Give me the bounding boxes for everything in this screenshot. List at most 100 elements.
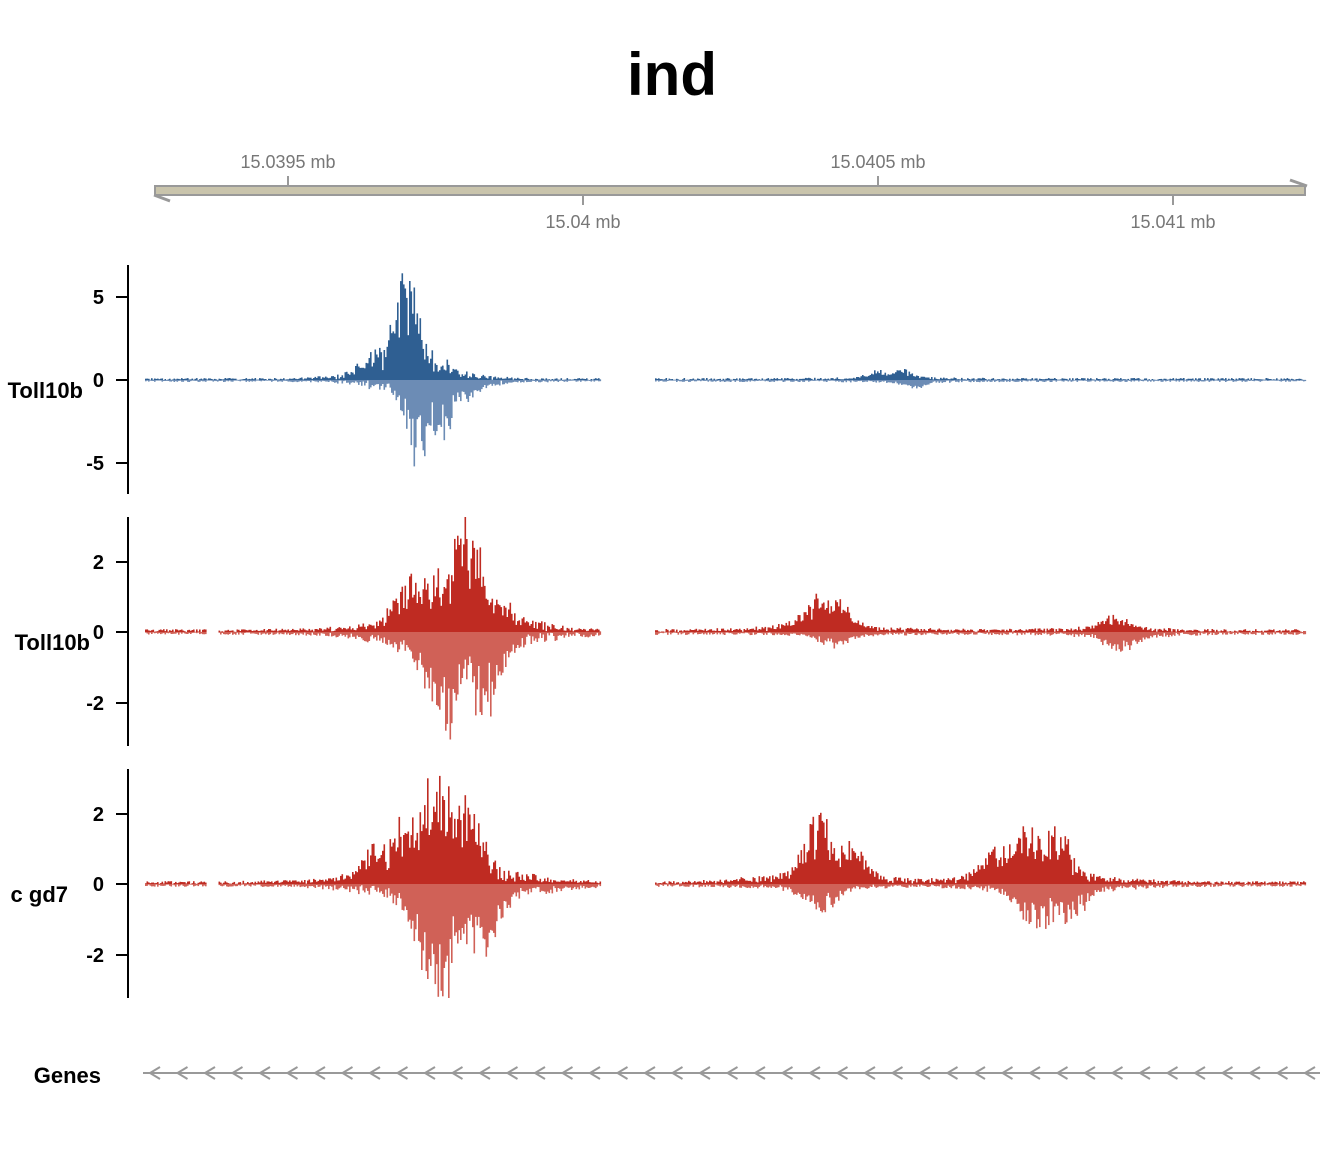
track3-pos-bar-360 — [751, 881, 753, 884]
track2-neg-bar-334 — [712, 632, 714, 635]
track3-pos-bar-311 — [677, 882, 680, 884]
track3-neg-bar-74 — [268, 884, 270, 887]
track1-pos-bar-535 — [1001, 378, 1004, 380]
track1-pos-bar-157 — [380, 352, 383, 380]
track3-neg-bar-527 — [1001, 884, 1004, 889]
track3-neg-bar-136 — [361, 884, 363, 886]
track1-neg-bar-233 — [494, 380, 497, 386]
track1-neg-bar-712 — [1267, 380, 1269, 381]
track1-pos-bar-99 — [293, 378, 296, 380]
track3-neg-bar-115 — [329, 884, 332, 886]
track3-neg-bar-49 — [230, 884, 233, 887]
track2-neg-bar-623 — [1145, 632, 1148, 638]
track3-pos-bar-662 — [1204, 881, 1206, 884]
track1-pos-bar-354 — [730, 379, 732, 381]
track3-pos-bar-328 — [703, 880, 705, 884]
track2-neg-bar-645 — [1178, 632, 1181, 636]
track2-neg-bar-339 — [719, 632, 722, 635]
track1-pos-bar-441 — [860, 376, 863, 380]
track1-pos-bar-563 — [1043, 379, 1046, 380]
track3-neg-bar-293 — [596, 884, 599, 887]
track1-pos-bar-379 — [767, 378, 770, 380]
track2-neg-bar-217 — [482, 632, 485, 689]
track3-neg-bar-408 — [823, 884, 825, 911]
track1-pos-bar-169 — [398, 337, 401, 380]
track3-pos-bar-331 — [707, 882, 710, 884]
track3-neg-bar-62 — [250, 884, 252, 887]
track3-pos-bar-323 — [695, 882, 698, 884]
track2-pos-bar-472 — [919, 631, 921, 632]
track3-pos-bar-408 — [823, 822, 825, 884]
track3-neg-bar-137 — [362, 884, 365, 891]
track2-pos-bar-342 — [724, 630, 726, 632]
track3-pos-bar-644 — [1177, 881, 1179, 884]
track2-pos-bar-516 — [985, 631, 987, 632]
track3-neg-bar-691 — [1247, 884, 1250, 886]
track3-neg-bar-43 — [221, 884, 224, 887]
track2-neg-bar-465 — [908, 632, 911, 634]
track3-neg-bar-462 — [904, 884, 906, 887]
track2-neg-bar-94 — [298, 632, 300, 636]
track3-pos-bar-599 — [1109, 877, 1112, 884]
track1-pos-bar-286 — [574, 378, 576, 380]
track2-pos-bar-536 — [1015, 630, 1017, 632]
track1-pos-bar-186 — [424, 359, 426, 380]
track2-pos-bar-434 — [862, 622, 864, 632]
track2-neg-bar-405 — [818, 632, 821, 637]
track2-pos-bar-466 — [910, 627, 912, 632]
track2-pos-bar-635 — [1163, 628, 1166, 632]
track2-neg-bar-93 — [296, 632, 299, 634]
track3-pos-bar-203 — [461, 847, 464, 884]
track2-pos-bar-21 — [176, 629, 179, 632]
track3-neg-bar-94 — [298, 884, 300, 886]
track2-pos-bar-578 — [1078, 626, 1080, 632]
track2-neg-bar-227 — [497, 632, 500, 676]
track2-neg-bar-636 — [1165, 632, 1167, 637]
track2-pos-bar-114 — [328, 628, 330, 632]
track1-neg-bar-411 — [815, 380, 818, 381]
track3-pos-bar-192 — [445, 836, 447, 884]
track2-neg-bar-8 — [157, 632, 159, 634]
track3-pos-bar-176 — [421, 831, 423, 884]
track3-pos-bar-685 — [1238, 881, 1241, 884]
track1-pos-bar-515 — [971, 378, 974, 380]
track2-neg-bar-402 — [814, 632, 816, 638]
track2-pos-bar-282 — [580, 629, 582, 632]
track3-neg-bar-593 — [1100, 884, 1103, 892]
track2-neg-bar-41 — [218, 632, 221, 633]
track3-neg-bar-105 — [314, 884, 317, 888]
track2-pos-bar-506 — [970, 629, 972, 632]
track1-pos-bar-161 — [386, 346, 389, 380]
track3-pos-bar-387 — [791, 867, 794, 884]
track1-pos-bar-378 — [766, 378, 768, 380]
track1-pos-bar-233 — [494, 376, 497, 380]
track2-pos-bar-481 — [932, 629, 935, 632]
track3-pos-bar-551 — [1037, 835, 1040, 884]
track3-pos-bar-586 — [1090, 873, 1092, 884]
track2-pos-bar-107 — [317, 629, 320, 632]
track3-pos-bar-660 — [1201, 882, 1203, 884]
track1-pos-bar-298 — [592, 379, 594, 381]
track3-neg-bar-544 — [1027, 884, 1029, 911]
track1-neg-bar-576 — [1063, 380, 1065, 382]
track1-neg-bar-505 — [956, 380, 959, 382]
track1-pos-bar-152 — [373, 362, 375, 380]
track1-neg-bar-433 — [848, 380, 851, 382]
track3-pos-bar-337 — [716, 881, 719, 884]
track3-pos-bar-97 — [302, 882, 305, 884]
track1-pos-bar-111 — [311, 378, 314, 380]
track1-pos-bar-51 — [221, 379, 224, 380]
track3-pos-bar-340 — [721, 881, 723, 884]
track3-pos-bar-485 — [938, 880, 941, 884]
track1-neg-bar-611 — [1115, 380, 1118, 381]
track1-pos-bar-562 — [1042, 379, 1044, 380]
track2-neg-bar-473 — [920, 632, 923, 636]
track2-neg-bar-708 — [1273, 632, 1275, 633]
track1-pos-bar-414 — [820, 378, 822, 380]
track1-pos-bar-495 — [941, 378, 944, 380]
track1-neg-bar-51 — [221, 380, 224, 381]
track2-pos-bar-270 — [562, 625, 564, 632]
track1-pos-bar-554 — [1030, 379, 1032, 380]
track3-neg-bar-414 — [832, 884, 834, 908]
track1-neg-bar-113 — [314, 380, 317, 382]
